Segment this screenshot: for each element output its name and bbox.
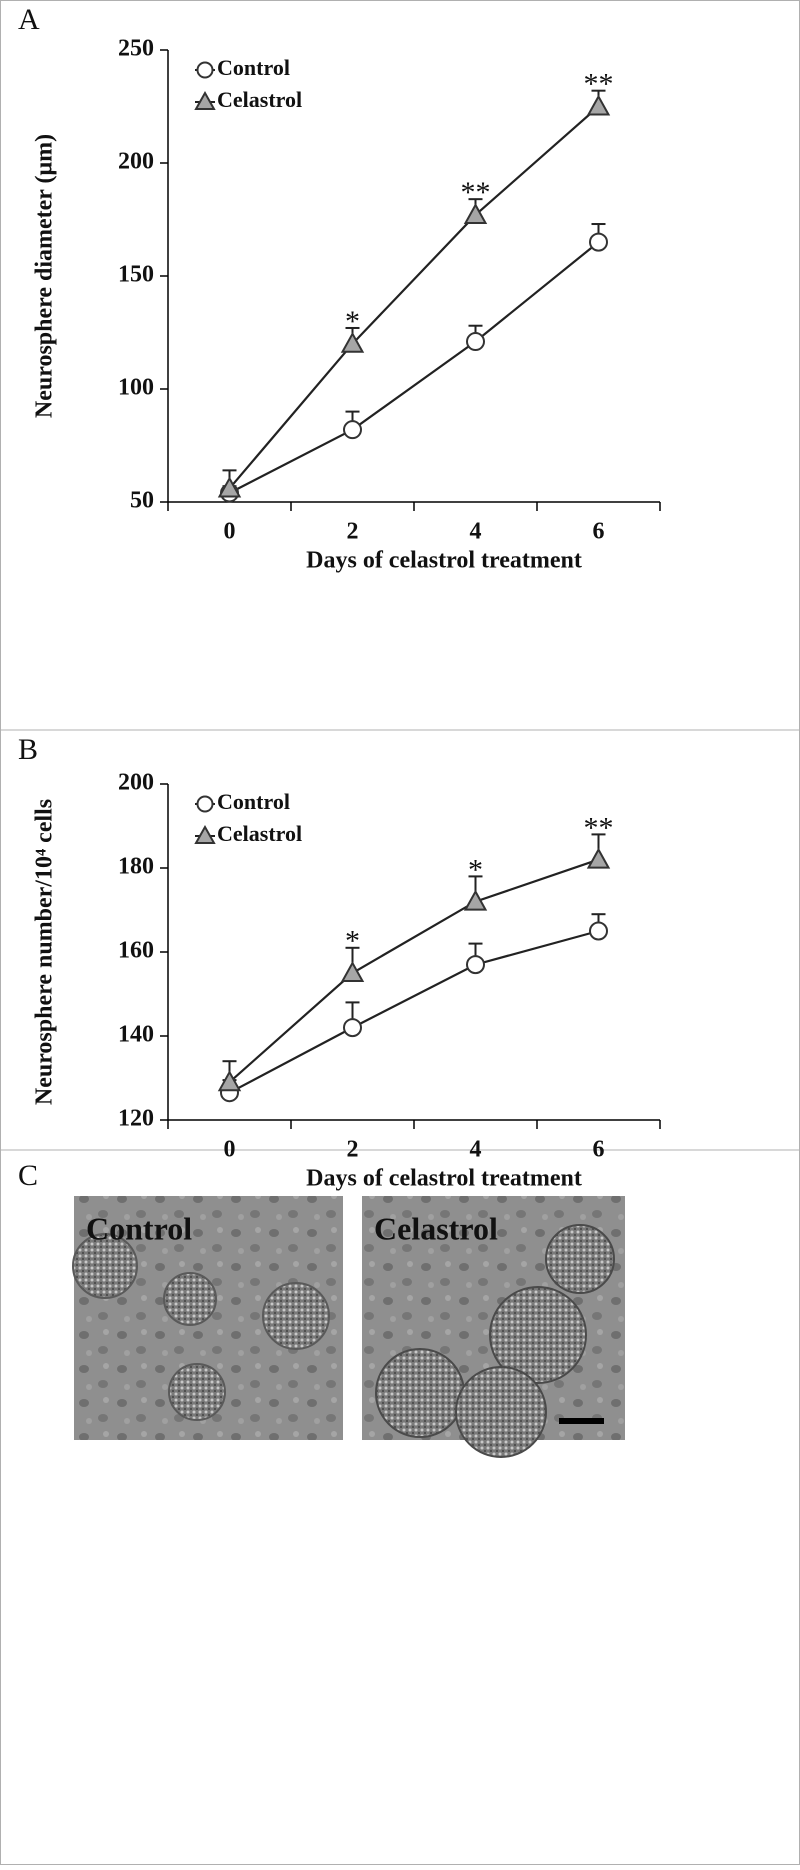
legend-label: Celastrol [217, 821, 302, 846]
chart: B 120 140 160 180 200 0 2 4 6 Days of celastrol tr… [18, 733, 661, 1192]
marker [343, 1018, 362, 1038]
x-axis-label: Days of celastrol treatment [306, 548, 582, 574]
x-tick-label: 0 [224, 519, 236, 545]
x-axis-label: Days of celastrol treatment [306, 1166, 582, 1192]
marker [343, 420, 362, 440]
chart: A 50 100 150 200 250 0 2 4 6 Days of celastrol tre… [18, 3, 661, 574]
spheres [375, 1224, 615, 1458]
y-tick-label: 100 [118, 375, 154, 401]
series-line [228, 105, 600, 490]
significance: ** [461, 176, 491, 209]
scale-bar [559, 1418, 604, 1424]
y-axis-label: Neurosphere number/10⁴ cells [32, 799, 58, 1105]
legend-marker [196, 795, 214, 813]
image-caption: Control [86, 1210, 192, 1246]
marker [466, 955, 485, 975]
y-tick-label: 250 [118, 36, 154, 62]
y-tick-label: 50 [130, 488, 154, 514]
marker [340, 960, 365, 982]
marker [589, 921, 608, 941]
marker [586, 94, 611, 116]
y-tick-label: 150 [118, 262, 154, 288]
significance: * [345, 305, 360, 338]
significance: ** [584, 68, 614, 101]
marker [586, 847, 611, 869]
marker [589, 232, 608, 252]
series-line [228, 241, 600, 494]
y-tick-label: 120 [118, 1106, 154, 1132]
marker [463, 202, 488, 224]
marker [217, 1070, 242, 1092]
significance: ** [584, 811, 614, 844]
marker [217, 476, 242, 498]
panel-label: B [18, 733, 38, 766]
x-tick-label: 2 [347, 519, 359, 545]
marker [463, 889, 488, 911]
legend-label: Control [217, 55, 290, 80]
legend-marker [194, 90, 216, 110]
panel-label: C [18, 1159, 38, 1192]
spheres [72, 1233, 330, 1421]
y-tick-label: 200 [118, 149, 154, 175]
marker [466, 332, 485, 352]
y-tick-label: 160 [118, 938, 154, 964]
legend-marker [194, 824, 216, 844]
x-tick-label: 4 [470, 1137, 482, 1163]
panel-label: A [18, 3, 40, 36]
y-axis-label: Neurosphere diameter (μm) [32, 134, 58, 418]
image-caption: Celastrol [374, 1210, 498, 1246]
significance: * [345, 925, 360, 958]
series-line [228, 858, 599, 1084]
y-tick-label: 180 [118, 854, 154, 880]
x-tick-label: 2 [347, 1137, 359, 1163]
y-tick-label: 140 [118, 1022, 154, 1048]
legend-label: Control [217, 789, 290, 814]
marker [340, 331, 365, 353]
legend-label: Celastrol [217, 87, 302, 112]
x-tick-label: 6 [593, 519, 605, 545]
significance: * [468, 853, 483, 886]
series-line [228, 929, 599, 1094]
x-tick-label: 4 [470, 519, 482, 545]
legend-marker [196, 61, 214, 79]
x-tick-label: 0 [224, 1137, 236, 1163]
micrographs: C Control Celastrol [18, 1159, 625, 1458]
y-tick-label: 200 [118, 770, 154, 796]
x-tick-label: 6 [593, 1137, 605, 1163]
